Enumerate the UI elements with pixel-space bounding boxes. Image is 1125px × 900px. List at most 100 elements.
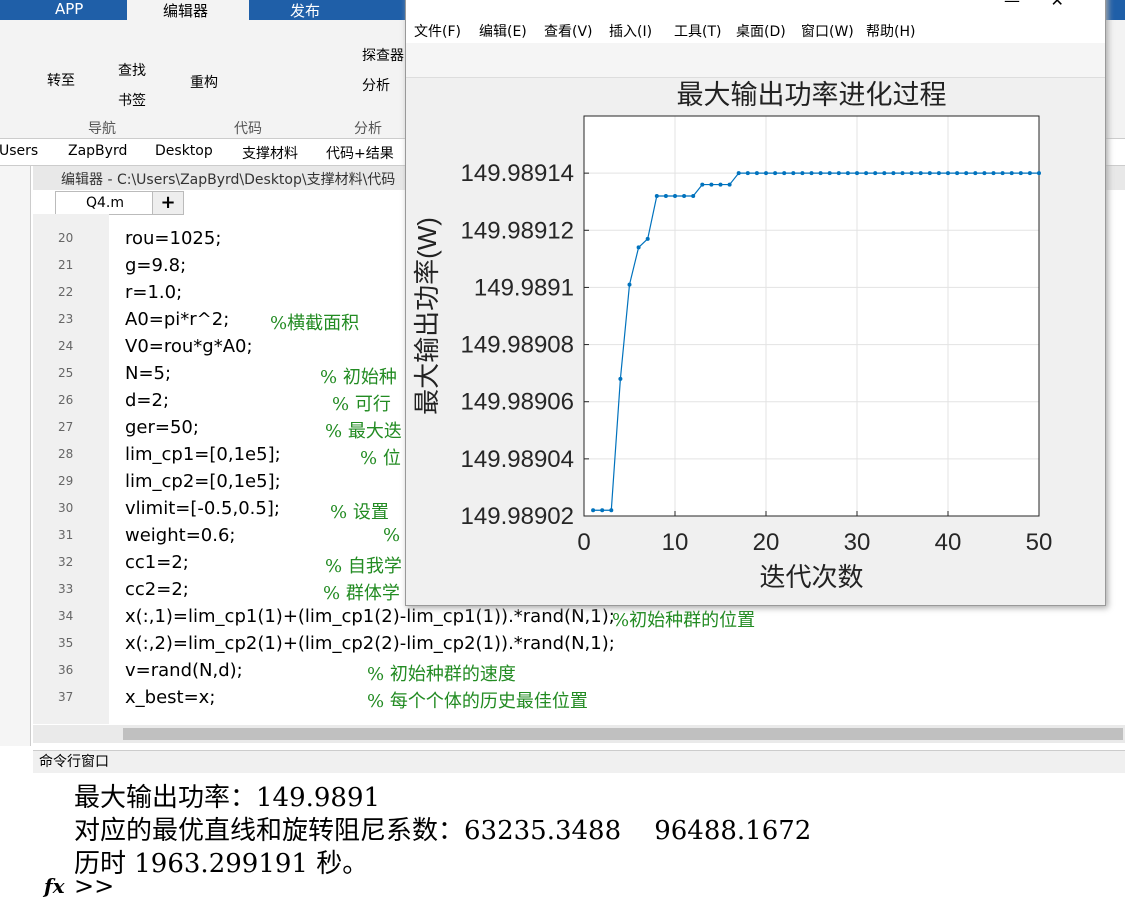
data-point [727, 182, 732, 187]
menu-item[interactable]: 桌面(D) [736, 24, 786, 40]
code-comment: % 最大迭 [325, 421, 402, 442]
data-point [818, 171, 823, 176]
line-number: 37 [58, 690, 74, 704]
command-prompt[interactable]: >> [74, 872, 115, 900]
data-point [1000, 171, 1005, 176]
data-point [973, 171, 978, 176]
window-controls[interactable]: — ✕ [1004, 0, 1064, 10]
data-point [900, 171, 905, 176]
menu-item[interactable]: 工具(T) [674, 24, 722, 40]
data-point [873, 171, 878, 176]
breadcrumb-item[interactable]: 代码+结果 [326, 146, 394, 162]
figure-window: 文件(F) 编辑(E) 查看(V) 插入(I) 工具(T) 桌面(D) 窗口(W) 帮助(H)… [405, 0, 1106, 606]
breadcrumb-item[interactable]: Desktop [155, 143, 213, 159]
data-point [600, 508, 605, 513]
data-point [627, 282, 632, 287]
chart: 0 10 20 30 40 50 149.98902 149.98904 149.98906 14… [412, 80, 1052, 592]
y-axis-label: 最大输出功率(W) [412, 217, 442, 415]
ribbon-tab[interactable]: 发布 [290, 2, 321, 20]
data-point [1027, 171, 1032, 176]
code-line: cc2=2; [125, 579, 189, 600]
code-line: v=rand(N,d); [125, 660, 243, 681]
code-line: vlimit=[-0.5,0.5]; [125, 498, 280, 519]
file-tab[interactable]: Q4.m [55, 191, 155, 215]
y-tick-label: 149.98908 [461, 332, 574, 359]
ribbon-group-label: 分析 [354, 121, 382, 137]
ribbon-group-label: 代码 [234, 121, 262, 137]
data-point [1018, 171, 1023, 176]
menu-item[interactable]: 查看(V) [544, 24, 593, 40]
data-point [982, 171, 987, 176]
line-number: 21 [58, 258, 74, 272]
plot-area [584, 116, 1039, 516]
code-line: lim_cp1=[0,1e5]; [125, 444, 281, 465]
line-number: 20 [58, 231, 74, 245]
data-point [654, 194, 659, 198]
line-number: 31 [58, 528, 74, 542]
ribbon-button[interactable]: 分析 [362, 78, 390, 94]
menu-item[interactable]: 帮助(H) [866, 24, 916, 40]
data-point [791, 171, 796, 176]
menu-item[interactable]: 编辑(E) [479, 24, 527, 40]
breadcrumb-item[interactable]: Users [0, 143, 39, 159]
line-number: 26 [58, 393, 74, 407]
data-point [946, 171, 950, 176]
command-output: 对应的最优直线和旋转阻尼系数：63235.3488 96488.1672 [74, 816, 812, 846]
data-point [673, 194, 677, 198]
data-point [745, 171, 750, 176]
data-point [700, 182, 705, 187]
data-point [882, 171, 887, 176]
code-line: g=9.8; [125, 255, 187, 276]
data-point [827, 171, 832, 176]
scroll-thumb[interactable] [123, 728, 1123, 740]
ribbon-tab[interactable]: APP [55, 0, 84, 18]
data-point [782, 171, 787, 176]
data-point [809, 171, 814, 176]
data-point [855, 171, 859, 176]
ribbon-button[interactable]: 重构 [190, 75, 218, 91]
y-tick-label: 149.98904 [461, 446, 574, 473]
menu-item[interactable]: 插入(I) [609, 24, 653, 40]
editor-title: 编辑器 - C:\Users\ZapByrd\Desktop\支撑材料\代码 [61, 172, 396, 188]
data-point [773, 171, 778, 176]
data-point [936, 171, 941, 176]
data-point [691, 194, 696, 198]
line-number: 23 [58, 312, 74, 326]
ribbon-tab[interactable]: 编辑器 [163, 2, 209, 20]
data-point [709, 182, 714, 187]
data-point [609, 508, 614, 513]
y-tick-label: 149.98906 [461, 389, 574, 416]
line-number: 25 [58, 366, 74, 380]
code-line: x(:,2)=lim_cp2(1)+(lim_cp2(2)-lim_cp2(1)… [125, 633, 615, 654]
code-line: cc1=2; [125, 552, 189, 573]
ribbon-button[interactable]: 书签 [118, 93, 146, 109]
data-point [955, 171, 960, 176]
menu-item[interactable]: 窗口(W) [801, 24, 854, 40]
code-comment: % 每个个体的历史最佳位置 [367, 691, 588, 712]
x-axis-label: 迭代次数 [759, 562, 863, 592]
line-number: 30 [58, 501, 74, 515]
code-comment: % [383, 525, 401, 546]
ribbon-button[interactable]: 探查器 [362, 48, 404, 64]
data-point [991, 171, 996, 176]
line-number: 32 [58, 555, 74, 569]
data-point [636, 245, 641, 250]
menu-item[interactable]: 文件(F) [414, 24, 461, 40]
ribbon-button[interactable]: 转至 [47, 73, 75, 89]
code-line: x(:,1)=lim_cp1(1)+(lim_cp1(2)-lim_cp1(1)… [125, 606, 615, 627]
ribbon-group-label: 导航 [88, 121, 116, 137]
code-comment: % 初始种群的速度 [367, 664, 516, 685]
new-tab-button[interactable]: + [152, 191, 184, 215]
ribbon-button[interactable]: 查找 [118, 63, 146, 79]
line-number: 22 [58, 285, 74, 299]
code-comment: % 可行 [332, 394, 391, 415]
code-comment: % 设置 [330, 502, 389, 523]
breadcrumb-item[interactable]: ZapByrd [68, 143, 128, 159]
x-tick-label: 30 [844, 529, 871, 556]
breadcrumb-item[interactable]: 支撑材料 [242, 146, 298, 162]
data-point [718, 182, 723, 187]
code-line: lim_cp2=[0,1e5]; [125, 471, 281, 492]
y-tick-label: 149.98914 [461, 160, 574, 187]
code-line: V0=rou*g*A0; [125, 336, 253, 357]
